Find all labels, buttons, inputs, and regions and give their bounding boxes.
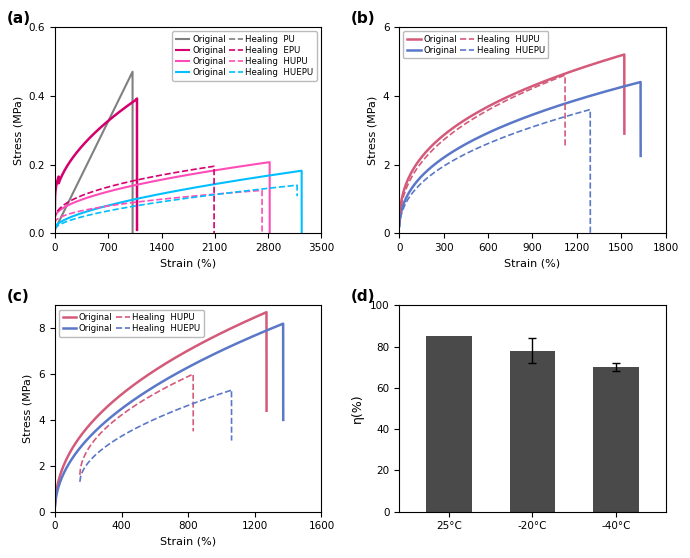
Y-axis label: Stress (MPa): Stress (MPa) (23, 374, 33, 443)
Y-axis label: η(%): η(%) (351, 393, 364, 424)
Legend: Original, Original, Original, Original, Healing  PU, Healing  EPU, Healing  HUPU: Original, Original, Original, Original, … (172, 31, 317, 81)
Y-axis label: Stress (MPa): Stress (MPa) (13, 95, 23, 165)
Text: (c): (c) (7, 289, 30, 304)
Y-axis label: Stress (MPa): Stress (MPa) (367, 95, 377, 165)
Legend: Original, Original, Healing  HUPU, Healing  HUEPU: Original, Original, Healing HUPU, Healin… (404, 31, 549, 59)
Bar (509, 351, 555, 512)
Text: (b): (b) (351, 11, 376, 26)
Text: (d): (d) (351, 289, 375, 304)
X-axis label: Strain (%): Strain (%) (160, 258, 216, 268)
Legend: Original, Original, Healing  HUPU, Healing  HUEPU: Original, Original, Healing HUPU, Healin… (59, 310, 204, 336)
Bar (593, 367, 639, 512)
Text: (a): (a) (7, 11, 31, 26)
Bar (426, 336, 472, 512)
X-axis label: Strain (%): Strain (%) (160, 537, 216, 547)
X-axis label: Strain (%): Strain (%) (504, 258, 560, 268)
